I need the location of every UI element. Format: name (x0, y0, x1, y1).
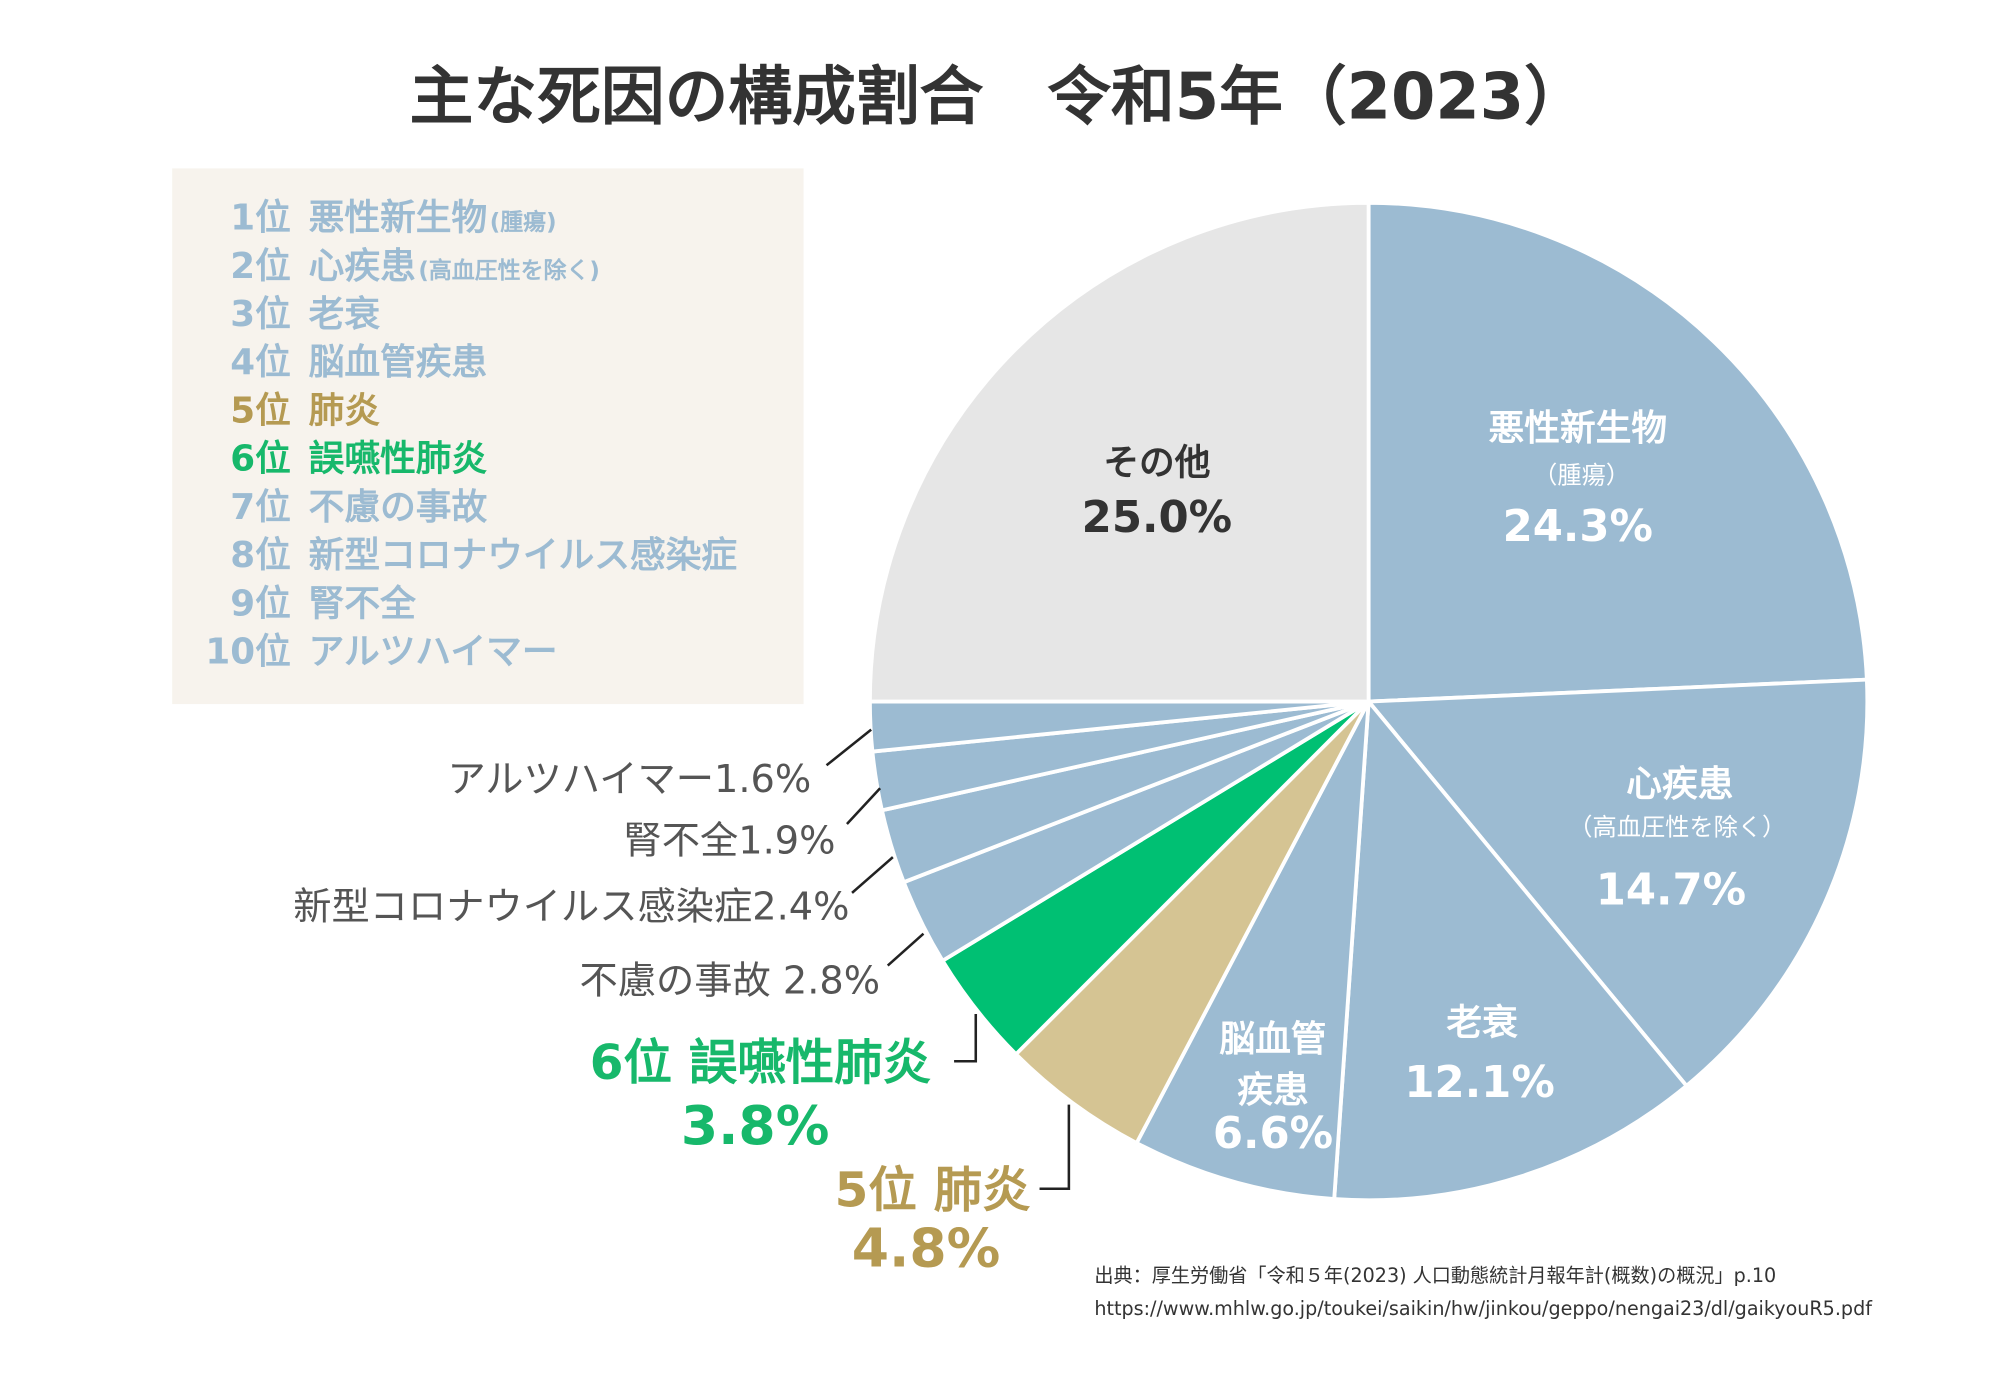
legend-item-4: 4位 脳血管疾患 (230, 342, 487, 383)
legend-rank: 1位 (230, 198, 291, 239)
legend-rank: 3位 (230, 294, 291, 335)
slice-label-text: 心疾患 (1626, 764, 1733, 805)
legend-item-2: 2位 心疾患 (高血圧性を除く) (230, 246, 600, 287)
legend-item-5: 5位 肺炎 (230, 390, 380, 431)
pie (867, 200, 1870, 1203)
chart-title: 主な死因の構成割合 令和5年（2023） (410, 61, 1588, 135)
source-url: https://www.mhlw.go.jp/toukei/saikin/hw/… (1094, 1297, 1873, 1320)
legend-name: 老衰 (309, 294, 381, 335)
slice-label-note: （高血圧性を除く） (1568, 813, 1786, 841)
slice-label-text: 疾患 (1237, 1070, 1308, 1111)
slice-value-label: 4.8% (852, 1217, 1001, 1280)
legend-name-text: 悪性新生物 (309, 198, 488, 239)
slice-other (867, 200, 1371, 704)
leader-line-covid-19 (851, 856, 894, 894)
slice-value-label: 25.0% (1082, 493, 1232, 543)
legend-name: アルツハイマー (309, 632, 558, 673)
slice-value-label: 14.7% (1596, 865, 1746, 915)
slice-label-text: 6位 誤嚥性肺炎 (590, 1035, 931, 1091)
legend-item-7: 7位 不慮の事故 (230, 487, 487, 528)
label-malignant-neoplasm: 悪性新生物 （腫瘍） 24.3% (1489, 408, 1668, 552)
legend-name-text: 心疾患 (309, 246, 416, 287)
legend-note: (腫瘍) (490, 209, 557, 236)
legend-name: 脳血管疾患 (309, 342, 488, 383)
slice-label-text: 老衰 (1446, 1002, 1518, 1043)
label-covid-19: 新型コロナウイルス感染症2.4% (293, 885, 849, 930)
legend-box (172, 168, 804, 705)
slice-value-label: 24.3% (1503, 502, 1653, 552)
legend-item-1: 1位 悪性新生物 (腫瘍) (230, 198, 556, 239)
legend-rank: 6位 (230, 439, 291, 480)
legend-name: 誤嚥性肺炎 (309, 439, 488, 480)
leader-line-accidents (886, 932, 925, 967)
slice-value-label: 6.6% (1213, 1109, 1333, 1159)
label-other: その他 25.0% (1082, 442, 1232, 542)
label-alzheimers: アルツハイマー1.6% (447, 757, 811, 802)
label-heart-disease: 心疾患 （高血圧性を除く） 14.7% (1568, 764, 1786, 915)
label-accidents: 不慮の事故 2.8% (580, 959, 881, 1004)
legend-rank: 5位 (230, 390, 291, 431)
slice-value-label: 12.1% (1404, 1058, 1554, 1108)
legend-rank: 8位 (230, 535, 291, 576)
slice-heart-disease (1366, 677, 1870, 1088)
legend-name: 悪性新生物 (腫瘍) (309, 198, 557, 239)
legend-item-8: 8位 新型コロナウイルス感染症 (230, 535, 737, 576)
legend-name: 新型コロナウイルス感染症 (309, 535, 737, 576)
label-pneumonia: 5位 肺炎 4.8% (835, 1163, 1031, 1280)
slice-value-label: 3.8% (681, 1094, 830, 1157)
legend-name: 腎不全 (309, 583, 416, 624)
legend-name: 不慮の事故 (309, 487, 488, 528)
source-citation: 出典：厚生労働省「令和５年(2023) 人口動態統計月報年計(概数)の概況」p.… (1094, 1264, 1776, 1287)
legend-rank: 9位 (230, 583, 291, 624)
leader-line-kidney-failure (846, 787, 882, 825)
label-kidney-failure: 腎不全1.9% (624, 818, 836, 863)
label-aspiration-pneumonia: 6位 誤嚥性肺炎 3.8% (590, 1035, 931, 1157)
leader-line-alzheimers (825, 728, 872, 767)
leader-lines (825, 728, 1071, 1191)
legend-rank: 2位 (230, 246, 291, 287)
legend-item-6: 6位 誤嚥性肺炎 (230, 439, 487, 480)
legend: 1位 悪性新生物 (腫瘍) 2位 心疾患 (高血圧性を除く) 3位 老衰 4位 脳血… (172, 168, 804, 705)
leader-line-pneumonia (1039, 1104, 1071, 1191)
legend-item-3: 3位 老衰 (230, 294, 380, 335)
legend-item-9: 9位 腎不全 (230, 583, 416, 624)
label-cerebrovascular-disease: 脳血管 疾患 6.6% (1213, 1019, 1333, 1159)
legend-rank: 4位 (230, 342, 291, 383)
slice-label-text: 悪性新生物 (1489, 408, 1668, 449)
legend-name: 肺炎 (309, 390, 381, 431)
legend-item-10: 10位 アルツハイマー (205, 632, 557, 673)
slice-label-note: （腫瘍） (1533, 461, 1630, 489)
slice-malignant-neoplasm (1366, 200, 1869, 704)
slice-label-text: 5位 肺炎 (835, 1163, 1031, 1219)
leader-line-aspiration-pneumonia (954, 1014, 978, 1063)
label-senility: 老衰 12.1% (1404, 1002, 1554, 1107)
legend-note: (高血圧性を除く) (418, 257, 600, 284)
legend-name: 心疾患 (高血圧性を除く) (309, 246, 600, 287)
slice-pneumonia (1014, 699, 1371, 1145)
legend-rank: 10位 (205, 632, 290, 673)
slice-cerebrovascular-disease (1134, 699, 1371, 1201)
slice-label-text: 脳血管 (1219, 1019, 1326, 1060)
slice-label-text: その他 (1103, 442, 1210, 483)
slice-senility (1332, 699, 1689, 1203)
legend-rank: 7位 (230, 487, 291, 528)
